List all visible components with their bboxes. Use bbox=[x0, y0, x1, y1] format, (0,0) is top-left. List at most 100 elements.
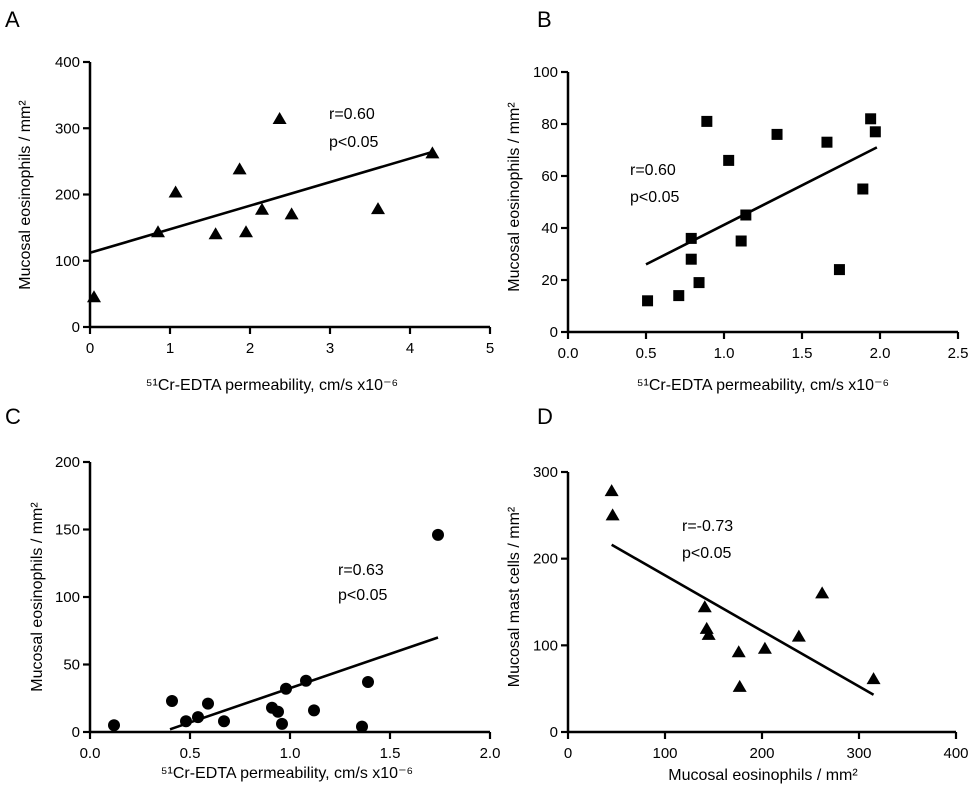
x-tick-label-d: 0 bbox=[564, 745, 572, 762]
panel-letter-a: A bbox=[5, 7, 20, 32]
y-tick-label-a: 100 bbox=[55, 253, 80, 270]
data-point-b bbox=[693, 277, 705, 289]
data-point-a bbox=[168, 185, 183, 198]
data-point-b bbox=[857, 183, 869, 195]
regression-line-b bbox=[645, 146, 878, 266]
x-tick-label-b: 0.0 bbox=[558, 345, 579, 362]
y-axis-label-d: Mucosal mast cells / mm² bbox=[506, 506, 523, 687]
y-axis-label-a: Mucosal eosinophils / mm² bbox=[17, 100, 34, 290]
x-tick-label-a: 0 bbox=[86, 340, 94, 357]
data-point-b bbox=[642, 295, 654, 307]
x-tick-label-d: 300 bbox=[846, 745, 871, 762]
data-point-b bbox=[723, 154, 735, 166]
y-tick-label-c: 150 bbox=[55, 522, 80, 539]
data-point-c bbox=[166, 694, 178, 707]
y-tick-label-d: 200 bbox=[533, 551, 558, 568]
x-tick-label-c: 1.0 bbox=[280, 745, 301, 762]
data-point-d bbox=[866, 672, 881, 685]
data-point-b bbox=[701, 115, 713, 127]
panel-letter-d: D bbox=[537, 404, 553, 429]
y-tick-label-b: 0 bbox=[550, 324, 558, 341]
stat-p-d: p<0.05 bbox=[682, 545, 731, 562]
panel-letter-c: C bbox=[5, 404, 21, 429]
y-tick-label-c: 200 bbox=[55, 454, 80, 471]
data-point-d bbox=[701, 627, 716, 640]
data-point-a bbox=[232, 162, 247, 175]
data-point-d bbox=[697, 600, 712, 613]
data-point-c bbox=[308, 704, 320, 717]
data-point-c bbox=[280, 682, 292, 695]
x-tick-label-b: 0.5 bbox=[636, 345, 657, 362]
x-tick-label-a: 2 bbox=[246, 340, 254, 357]
data-point-c bbox=[432, 528, 444, 541]
y-tick-label-a: 400 bbox=[55, 54, 80, 71]
y-tick-label-a: 0 bbox=[72, 319, 80, 336]
stat-r-d: r=-0.73 bbox=[682, 518, 733, 535]
data-point-d bbox=[757, 641, 772, 654]
x-tick-label-b: 2.0 bbox=[870, 345, 891, 362]
y-tick-label-b: 40 bbox=[541, 220, 558, 237]
y-axis-label-b: Mucosal eosinophils / mm² bbox=[506, 102, 523, 292]
stat-p-a: p<0.05 bbox=[329, 134, 378, 151]
x-axis-label-a: ⁵¹Cr-EDTA permeability, cm/s x10⁻⁶ bbox=[146, 377, 398, 394]
y-tick-label-d: 100 bbox=[533, 637, 558, 654]
data-point-d bbox=[604, 484, 619, 497]
x-tick-label-a: 4 bbox=[406, 340, 414, 357]
panel-letter-b: B bbox=[537, 7, 552, 32]
x-axis-label-b: ⁵¹Cr-EDTA permeability, cm/s x10⁻⁶ bbox=[637, 377, 889, 394]
regression-line-a bbox=[89, 150, 435, 255]
data-point-a bbox=[239, 225, 253, 238]
data-point-d bbox=[731, 645, 746, 658]
x-tick-label-b: 2.5 bbox=[948, 345, 969, 362]
stat-r-b: r=0.60 bbox=[630, 162, 676, 179]
x-tick-label-c: 0.5 bbox=[180, 745, 201, 762]
y-tick-label-a: 300 bbox=[55, 120, 80, 137]
y-tick-label-b: 80 bbox=[541, 116, 558, 133]
data-point-c bbox=[218, 715, 230, 728]
x-axis-label-c: ⁵¹Cr-EDTA permeability, cm/s x10⁻⁶ bbox=[161, 765, 413, 782]
data-point-d bbox=[815, 586, 830, 599]
data-point-c bbox=[276, 717, 288, 730]
data-point-c bbox=[356, 720, 368, 733]
x-axis-label-d: Mucosal eosinophils / mm² bbox=[668, 767, 858, 784]
x-tick-label-a: 1 bbox=[166, 340, 174, 357]
y-axis-label-c: Mucosal eosinophils / mm² bbox=[29, 502, 46, 692]
y-tick-label-c: 0 bbox=[72, 724, 80, 741]
y-tick-label-b: 60 bbox=[541, 168, 558, 185]
data-point-d bbox=[791, 629, 806, 642]
data-point-c bbox=[272, 705, 284, 718]
x-tick-label-a: 5 bbox=[486, 340, 494, 357]
data-point-b bbox=[735, 235, 747, 247]
y-tick-label-b: 20 bbox=[541, 272, 558, 289]
data-point-b bbox=[821, 136, 833, 148]
y-tick-label-d: 0 bbox=[550, 724, 558, 741]
data-point-b bbox=[869, 126, 881, 138]
data-point-b bbox=[833, 264, 845, 276]
x-tick-label-d: 200 bbox=[749, 745, 774, 762]
data-point-b bbox=[673, 290, 685, 302]
data-point-c bbox=[180, 715, 192, 728]
stat-r-a: r=0.60 bbox=[329, 106, 375, 123]
data-point-b bbox=[771, 128, 783, 140]
stat-r-c: r=0.63 bbox=[338, 562, 384, 579]
x-tick-label-d: 100 bbox=[652, 745, 677, 762]
data-point-b bbox=[685, 253, 697, 265]
x-tick-label-b: 1.5 bbox=[792, 345, 813, 362]
y-tick-label-b: 100 bbox=[533, 64, 558, 81]
data-point-c bbox=[108, 719, 120, 732]
data-point-d bbox=[732, 679, 747, 692]
data-point-a bbox=[151, 225, 165, 238]
y-tick-label-d: 300 bbox=[533, 464, 558, 481]
data-point-a bbox=[255, 202, 269, 215]
x-tick-label-c: 2.0 bbox=[480, 745, 501, 762]
data-point-a bbox=[284, 207, 299, 220]
data-point-b bbox=[685, 232, 697, 244]
x-tick-label-b: 1.0 bbox=[714, 345, 735, 362]
y-tick-label-c: 100 bbox=[55, 589, 80, 606]
data-point-c bbox=[192, 711, 204, 724]
data-point-a bbox=[87, 290, 101, 303]
